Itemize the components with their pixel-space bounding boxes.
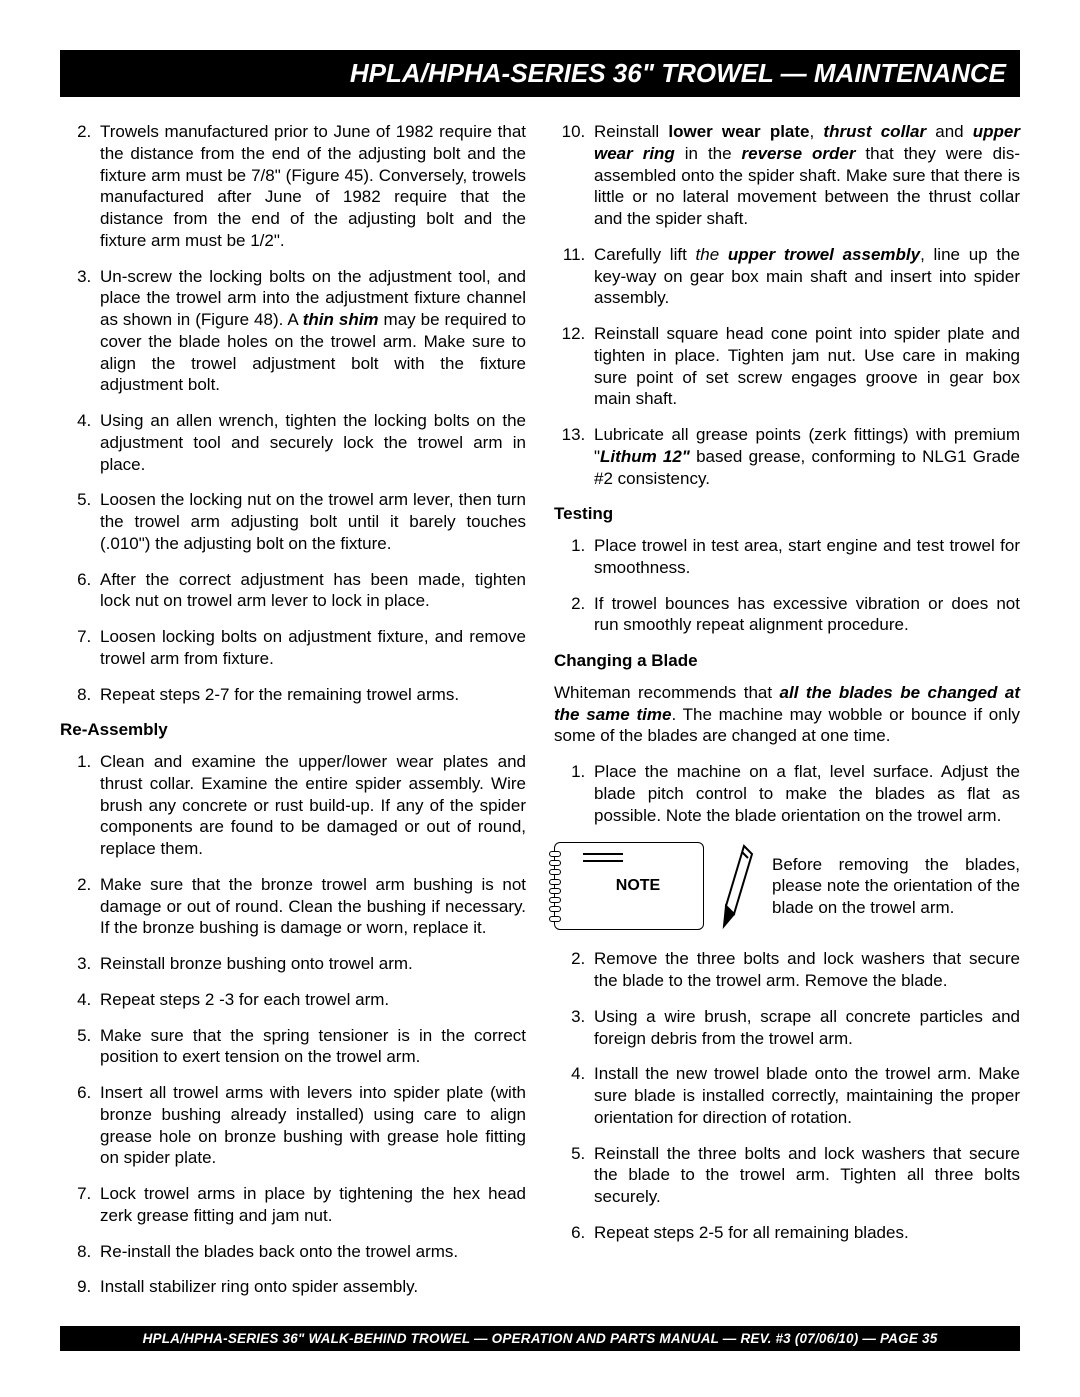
reassembly-continued-list: Reinstall lower wear plate, thrust colla… [554,121,1020,489]
notepad-spiral-icon [549,849,561,923]
step-item: Make sure that the spring tensioner is i… [96,1025,526,1069]
content-columns: Trowels manufactured prior to June of 19… [60,121,1020,1312]
step-item: Lock trowel arms in place by tightening … [96,1183,526,1227]
step-item: Carefully lift the upper trowel assembly… [590,244,1020,309]
step-item: Using an allen wrench, tighten the locki… [96,410,526,475]
note-text: Before removing the blades, please note … [772,854,1020,919]
notepad-lines-icon [583,853,623,867]
note-label: NOTE [616,876,660,896]
page-footer: HPLA/HPHA-SERIES 36" WALK-BEHIND TROWEL … [60,1326,1020,1351]
step-item: Repeat steps 2-5 for all remaining blade… [590,1222,1020,1244]
step-item: Remove the three bolts and lock washers … [590,948,1020,992]
page-header: HPLA/HPHA-SERIES 36" TROWEL — MAINTENANC… [60,50,1020,97]
step-item: Reinstall lower wear plate, thrust colla… [590,121,1020,230]
blade-steps-a-list: Place the machine on a flat, level surfa… [554,761,1020,826]
note-card: NOTE [554,842,704,930]
step-item: Insert all trowel arms with levers into … [96,1082,526,1169]
reassembly-steps-list: Clean and examine the upper/lower wear p… [60,751,526,1298]
testing-heading: Testing [554,503,1020,525]
step-item: Place the machine on a flat, level surfa… [590,761,1020,826]
note-callout: NOTE Before removing the blades, please … [554,842,1020,930]
step-item: Un-screw the locking bolts on the adjust… [96,266,526,397]
step-item: Reinstall the three bolts and lock washe… [590,1143,1020,1208]
left-column: Trowels manufactured prior to June of 19… [60,121,526,1312]
adjustment-steps-list: Trowels manufactured prior to June of 19… [60,121,526,705]
step-item: Using a wire brush, scrape all concrete … [590,1006,1020,1050]
testing-steps-list: Place trowel in test area, start engine … [554,535,1020,636]
right-column: Reinstall lower wear plate, thrust colla… [554,121,1020,1312]
step-item: Loosen the locking nut on the trowel arm… [96,489,526,554]
step-item: Reinstall bronze bushing onto trowel arm… [96,953,526,975]
step-item: Repeat steps 2-7 for the remaining trowe… [96,684,526,706]
step-item: After the correct adjustment has been ma… [96,569,526,613]
step-item: Clean and examine the upper/lower wear p… [96,751,526,860]
blade-steps-b-list: Remove the three bolts and lock washers … [554,948,1020,1243]
step-item: Re-install the blades back onto the trow… [96,1241,526,1263]
step-item: Place trowel in test area, start engine … [590,535,1020,579]
step-item: If trowel bounces has excessive vibratio… [590,593,1020,637]
step-item: Install stabilizer ring onto spider asse… [96,1276,526,1298]
pencil-icon [720,842,756,930]
step-item: Lubricate all grease points (zerk fittin… [590,424,1020,489]
reassembly-heading: Re-Assembly [60,719,526,741]
step-item: Make sure that the bronze trowel arm bus… [96,874,526,939]
blade-intro-paragraph: Whiteman recommends that all the blades … [554,682,1020,747]
step-item: Repeat steps 2 -3 for each trowel arm. [96,989,526,1011]
step-item: Trowels manufactured prior to June of 19… [96,121,526,252]
step-item: Loosen locking bolts on adjustment fixtu… [96,626,526,670]
step-item: Reinstall square head cone point into sp… [590,323,1020,410]
step-item: Install the new trowel blade onto the tr… [590,1063,1020,1128]
changing-blade-heading: Changing a Blade [554,650,1020,672]
